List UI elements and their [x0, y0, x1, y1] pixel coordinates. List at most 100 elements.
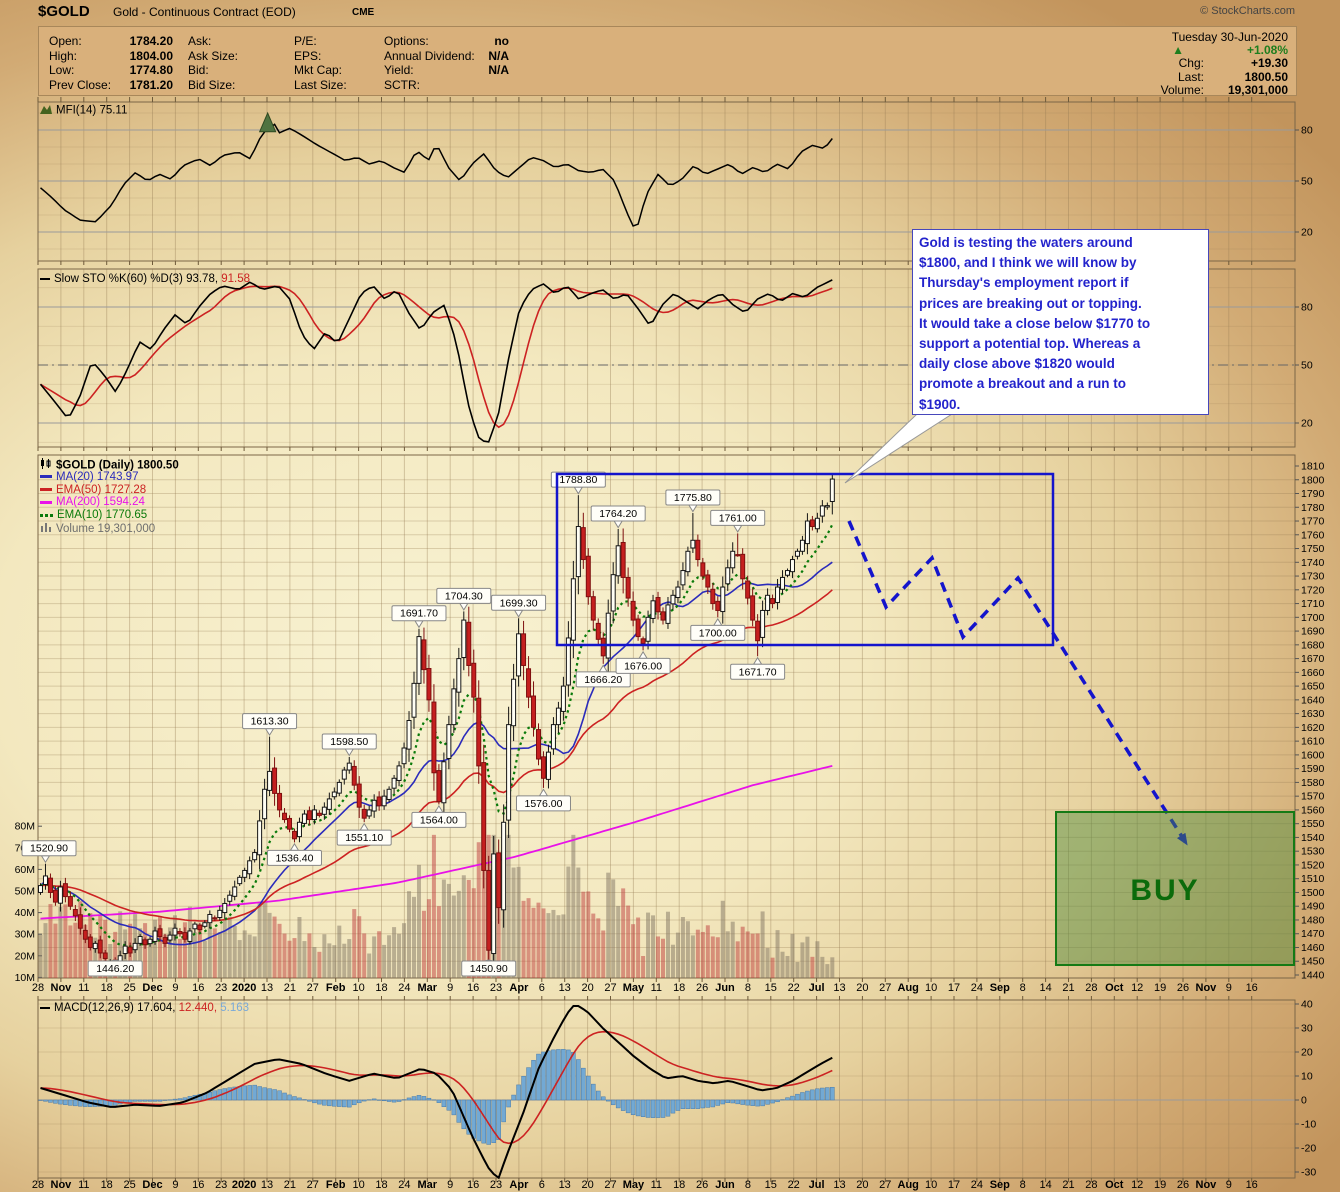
- y-axis-label: 1690: [1301, 626, 1325, 638]
- macd-histogram-bar: [466, 1099, 472, 1135]
- macd-histogram-bar: [446, 1099, 452, 1111]
- macd-histogram-bar: [625, 1099, 631, 1114]
- volume-bar: [546, 913, 551, 978]
- candle-body: [466, 621, 472, 666]
- macd-histogram-bar: [640, 1099, 646, 1117]
- macd-histogram-bar: [755, 1099, 760, 1107]
- date-tick-label: 23: [490, 1179, 502, 1191]
- y-axis-label: 1740: [1301, 557, 1325, 569]
- y-axis-label: 10: [1301, 1071, 1313, 1083]
- candle-body: [426, 668, 432, 701]
- macd-histogram-bar: [825, 1087, 830, 1101]
- macd-histogram-bar: [815, 1088, 820, 1101]
- volume-bar: [177, 938, 182, 978]
- candle-body: [824, 505, 830, 508]
- date-tick-label: 11: [651, 1179, 662, 1191]
- macd-histogram-bar: [292, 1096, 297, 1101]
- macd-histogram-bar: [665, 1099, 671, 1117]
- date-tick-label: 8: [1020, 1179, 1026, 1191]
- macd-histogram-bar: [770, 1099, 775, 1104]
- legend-row: $GOLD (Daily) 1800.50: [40, 458, 179, 471]
- volume-bar: [317, 951, 322, 978]
- volume-bar: [665, 911, 670, 978]
- volume-bar: [661, 938, 665, 978]
- macd-histogram-bar: [322, 1099, 327, 1106]
- volume-bar: [700, 931, 705, 978]
- volume-bar: [541, 908, 546, 978]
- candle-body: [456, 658, 462, 693]
- line-swatch-icon: [40, 277, 50, 280]
- price-callout: 1613.30: [242, 713, 298, 737]
- date-tick-label: 15: [765, 982, 777, 994]
- candle-body: [242, 869, 248, 878]
- sto-legend-text: Slow STO %K(60) %D(3) 93.78,: [54, 273, 219, 285]
- date-tick-label: Mar: [418, 982, 438, 994]
- date-tick-label: 16: [192, 982, 204, 994]
- macd-histogram-bar: [650, 1099, 656, 1118]
- candle-body: [750, 595, 756, 621]
- callout-text: 1450.90: [470, 963, 508, 975]
- low-value: 1774.80: [129, 63, 173, 77]
- volume-bar: [267, 912, 272, 978]
- mfi-line: [40, 123, 833, 227]
- date-tick-label: 9: [172, 1179, 178, 1191]
- date-tick-label: 28: [1085, 1179, 1097, 1191]
- date-tick-label: 9: [1226, 982, 1232, 994]
- macd-histogram-bar: [127, 1099, 133, 1103]
- volume-bar: [172, 915, 177, 978]
- candle-body: [695, 539, 701, 561]
- candle-body: [72, 909, 78, 917]
- candle-body: [735, 554, 741, 557]
- volume-bar: [357, 916, 362, 978]
- volume-bar: [272, 916, 277, 978]
- date-tick-label: 25: [123, 1179, 135, 1191]
- volume-bar: [670, 944, 675, 978]
- candle-body: [785, 570, 790, 576]
- line-swatch-icon: [40, 488, 52, 492]
- volume-bar: [53, 923, 58, 978]
- date-tick-label: Jun: [715, 1179, 735, 1191]
- date-tick-label: 19: [1154, 982, 1166, 994]
- volume-bar: [611, 879, 616, 978]
- candle-body: [401, 747, 407, 765]
- volume-bar: [227, 916, 232, 978]
- volume-bar: [481, 834, 486, 978]
- volume-bar: [143, 923, 148, 978]
- y-axis-label: 1540: [1301, 832, 1325, 844]
- callout-text: 1761.00: [719, 512, 757, 524]
- macd-histogram-bar: [68, 1099, 73, 1106]
- callout-box: [665, 489, 721, 506]
- date-tick-label: 25: [123, 982, 135, 994]
- macd-histogram-bar: [491, 1099, 496, 1143]
- volume-bar: [760, 911, 765, 978]
- candle-body: [665, 604, 671, 624]
- y-axis-label: 60M: [15, 864, 35, 876]
- callout-box: [266, 849, 322, 866]
- dotted-line-swatch-icon: [40, 513, 53, 517]
- ma200-line: [40, 765, 833, 920]
- volume-bar: [680, 917, 685, 978]
- date-tick-label: Nov: [1196, 1179, 1218, 1191]
- callout-box: [436, 587, 492, 604]
- date-tick-label: Apr: [509, 1179, 529, 1191]
- note-line: It would take a close below $1770 to: [919, 315, 1151, 331]
- volume-bar: [292, 938, 297, 978]
- percent-change: +1.08%: [1246, 43, 1288, 58]
- candle-body: [670, 594, 676, 605]
- volume-bar: [282, 933, 287, 978]
- callout-pointer: [458, 602, 469, 611]
- date-tick-label: 27: [307, 982, 319, 994]
- volume-bar: [735, 941, 740, 978]
- date-tick-label: Mar: [418, 1179, 438, 1191]
- callout-pointer: [414, 620, 424, 629]
- volume-bar: [93, 937, 98, 978]
- volume-bar: [810, 956, 815, 978]
- macd-histogram-bar: [805, 1090, 810, 1101]
- volume-bar: [631, 924, 636, 978]
- last-size-label: Last Size:: [294, 77, 347, 92]
- date-tick-label: May: [623, 1179, 645, 1191]
- y-axis-label: 1460: [1301, 942, 1325, 954]
- yield-value: N/A: [488, 63, 509, 77]
- chart-header: $GOLD Gold - Continuous Contract (EOD) C…: [0, 2, 1340, 22]
- candle-body: [371, 799, 377, 812]
